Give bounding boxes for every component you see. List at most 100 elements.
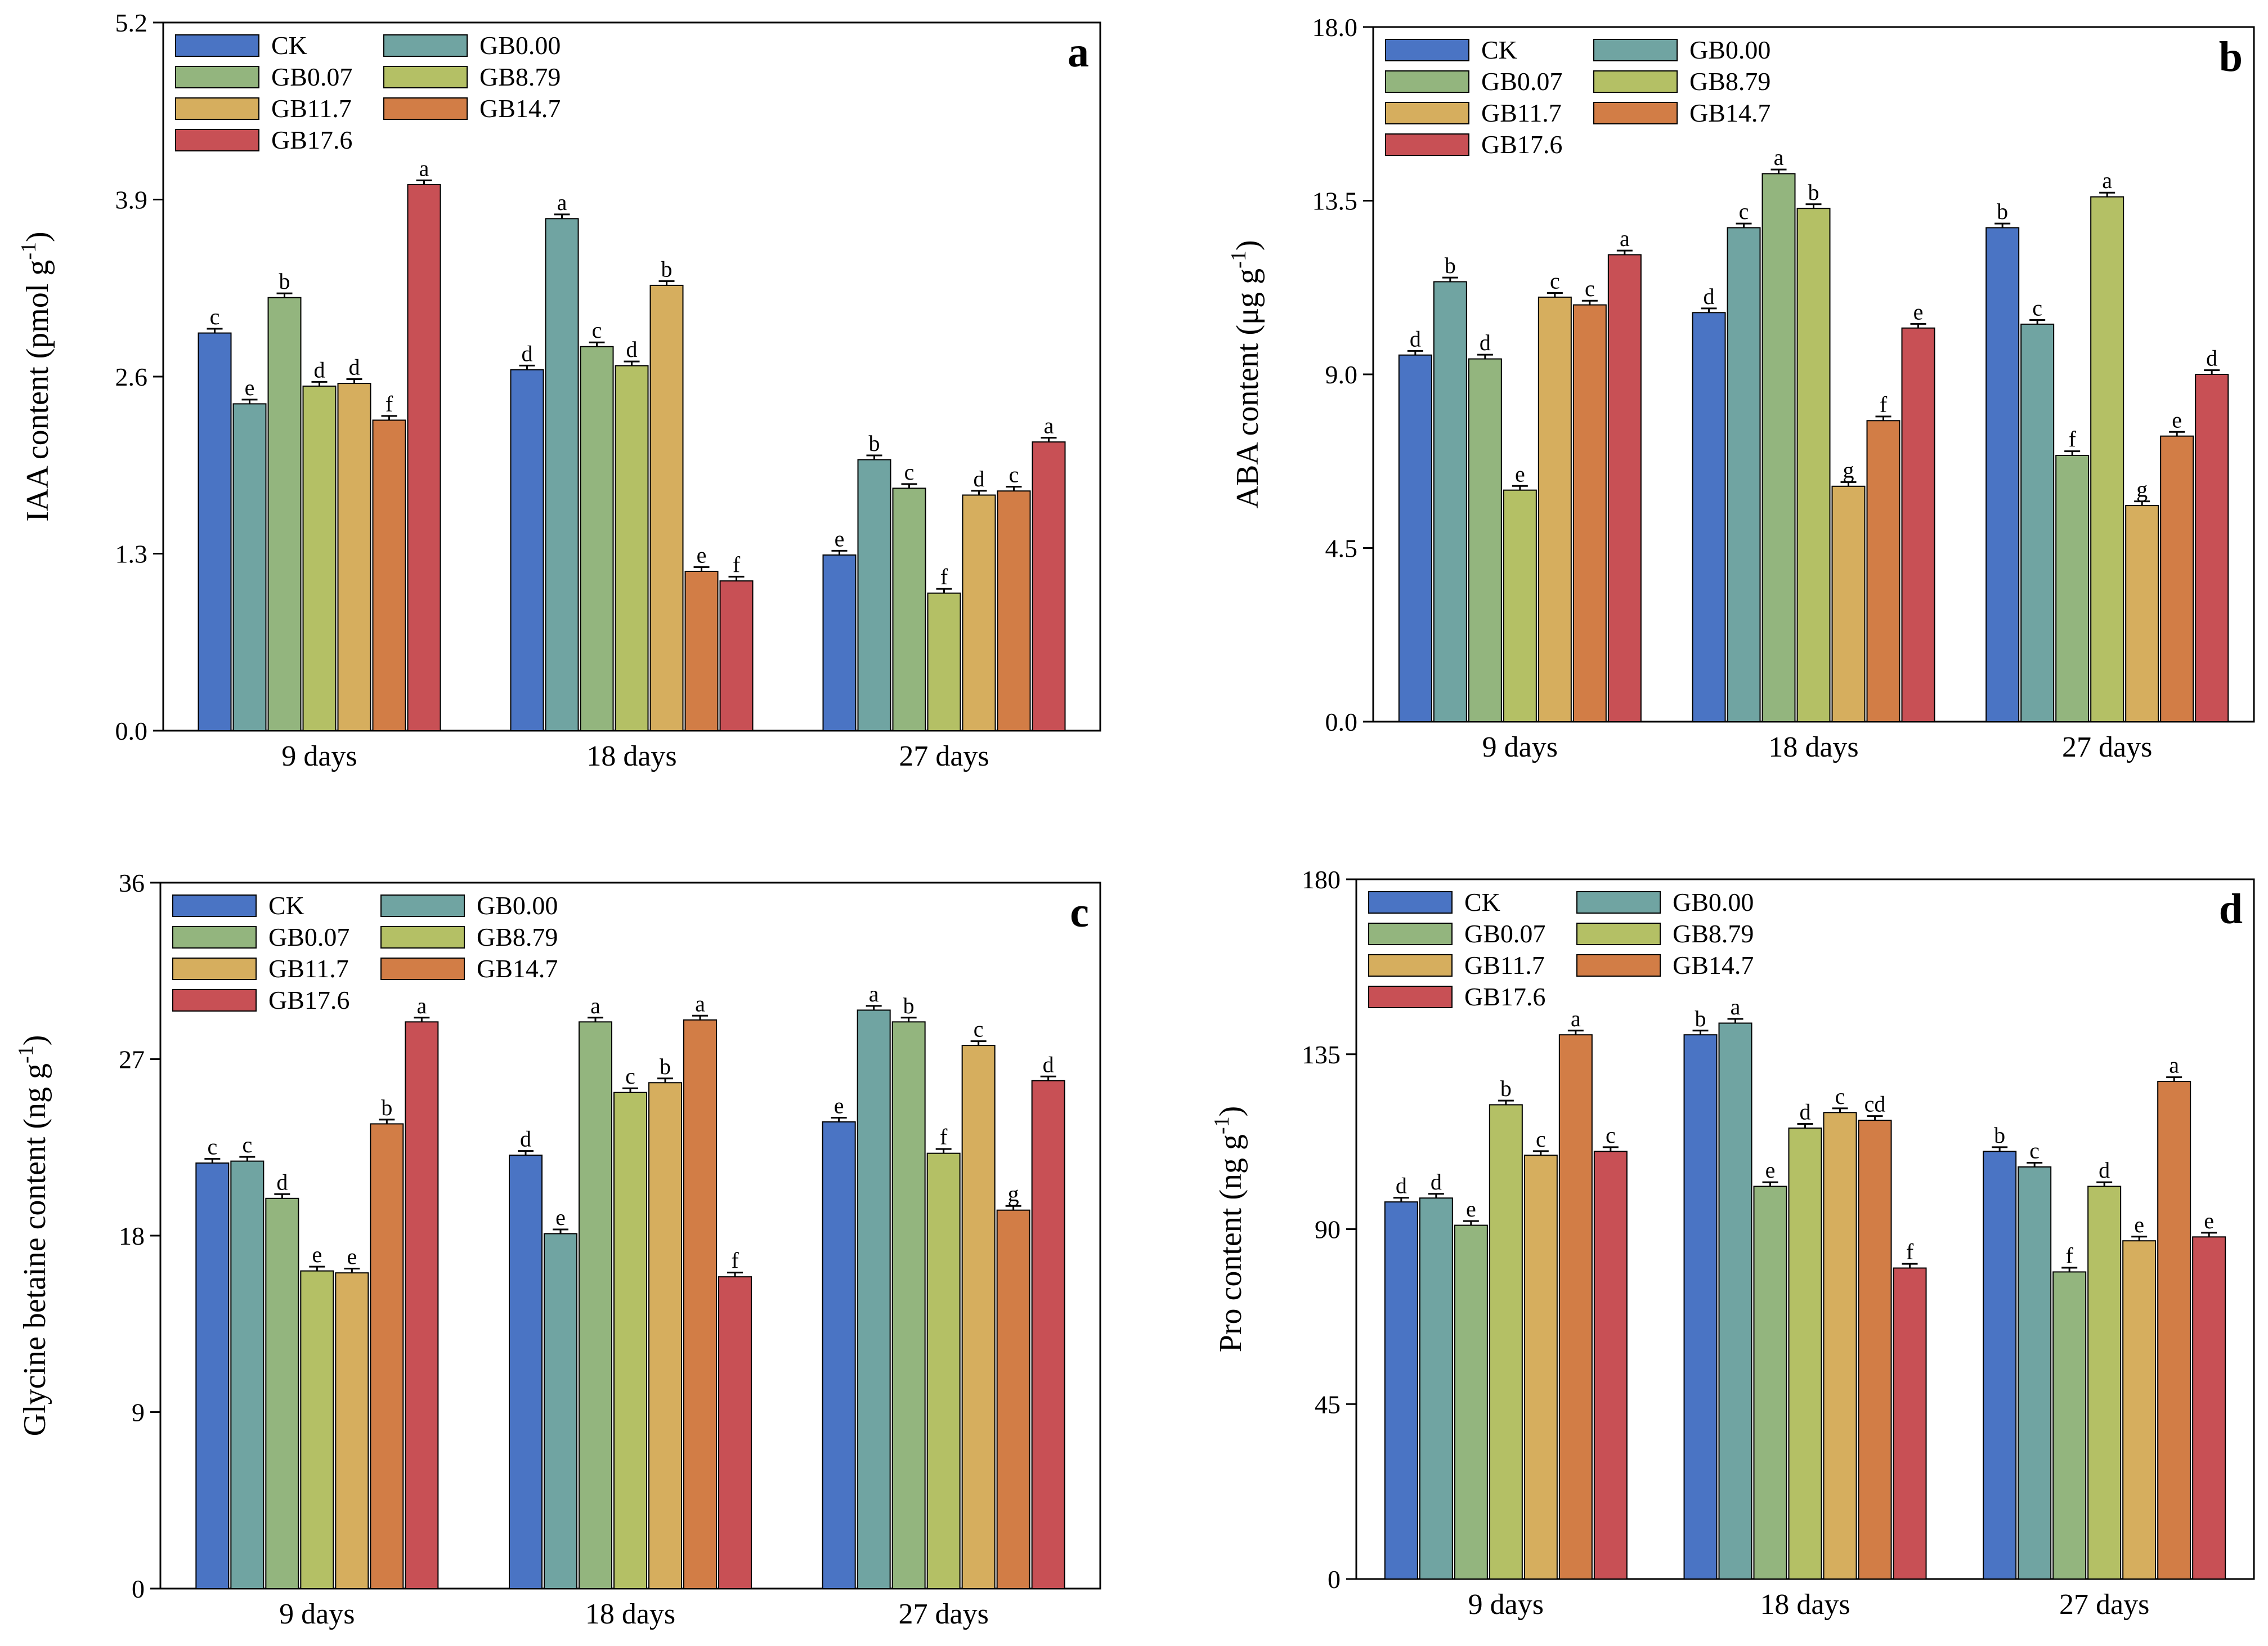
- y-tick-label: 90: [1315, 1215, 1341, 1244]
- bar-GB0.07: [1761, 173, 1796, 722]
- bar-GB14.7: [1858, 1120, 1892, 1580]
- bar-GB8.79: [300, 1270, 334, 1589]
- bar-GB8.79: [302, 385, 337, 731]
- significance-letter: a: [1620, 226, 1630, 251]
- legend-swatch-GB0.07: [1385, 70, 1469, 93]
- bar-GB0.07: [2055, 454, 2090, 722]
- legend-label: CK: [271, 31, 307, 60]
- bar-GB17.6: [1032, 441, 1066, 731]
- significance-letter: c: [242, 1132, 252, 1157]
- significance-letter: a: [695, 991, 705, 1016]
- bar-GB14.7: [1572, 304, 1607, 722]
- significance-letter: c: [1585, 276, 1595, 301]
- significance-letter: e: [2204, 1208, 2214, 1233]
- significance-letter: b: [1808, 180, 1819, 205]
- significance-letter: f: [940, 1124, 948, 1149]
- x-category-label: 27 days: [2059, 1589, 2149, 1621]
- significance-letter: b: [1445, 253, 1456, 278]
- significance-letter: d: [1800, 1099, 1811, 1124]
- significance-letter: e: [835, 526, 845, 551]
- y-tick-label: 0: [1328, 1565, 1341, 1594]
- significance-letter: f: [1880, 392, 1888, 417]
- significance-letter: e: [834, 1093, 844, 1118]
- significance-letter: c: [2029, 1138, 2040, 1164]
- bar-GB8.79: [1503, 489, 1537, 723]
- legend-label: GB8.79: [477, 923, 558, 951]
- significance-letter: b: [1997, 199, 2008, 224]
- legend-swatch-GB14.7: [1576, 954, 1661, 977]
- legend-swatch-CK: [172, 894, 257, 917]
- legend-swatch-CK: [175, 34, 259, 57]
- legend-swatch-GB8.79: [1593, 70, 1678, 93]
- x-category-label: 27 days: [899, 740, 989, 772]
- x-category-label: 9 days: [281, 740, 357, 772]
- significance-letter: d: [626, 337, 638, 362]
- bar-GB8.79: [2090, 196, 2124, 722]
- bar-GB11.7: [335, 1272, 369, 1589]
- legend-swatch-GB8.79: [383, 66, 468, 88]
- significance-letter: b: [279, 269, 290, 294]
- y-tick-label: 4.5: [1325, 534, 1358, 563]
- significance-letter: d: [314, 357, 325, 382]
- significance-letter: d: [276, 1169, 288, 1195]
- bar-GB0.07: [580, 346, 614, 731]
- y-tick-label: 0: [132, 1575, 145, 1603]
- panel-letter: d: [2219, 885, 2243, 933]
- significance-letter: e: [312, 1242, 322, 1267]
- y-tick-label: 5.2: [115, 8, 148, 37]
- significance-letter: e: [1515, 461, 1525, 486]
- y-tick-label: 180: [1302, 865, 1341, 894]
- significance-letter: c: [625, 1063, 635, 1089]
- legend-label: GB8.79: [1689, 67, 1771, 96]
- bar-CK: [1692, 312, 1726, 722]
- bar-GB14.7: [372, 419, 406, 731]
- significance-letter: f: [386, 391, 393, 417]
- bar-GB14.7: [1866, 420, 1901, 722]
- bar-CK: [822, 1121, 856, 1589]
- bar-GB17.6: [1901, 327, 1935, 722]
- significance-letter: d: [1043, 1052, 1054, 1077]
- significance-letter: c: [1550, 268, 1560, 293]
- y-tick-label: 1.3: [115, 540, 148, 569]
- significance-letter: a: [557, 190, 567, 215]
- bar-GB0.00: [1727, 227, 1761, 722]
- significance-letter: e: [1913, 299, 1924, 324]
- legend-label: GB11.7: [1464, 951, 1545, 979]
- bar-GB14.7: [370, 1123, 404, 1589]
- legend-swatch-GB0.00: [1576, 891, 1661, 914]
- bar-GB0.00: [2018, 1166, 2052, 1580]
- significance-letter: a: [1731, 994, 1741, 1019]
- legend-swatch-GB0.07: [1368, 923, 1453, 945]
- bar-GB0.07: [579, 1021, 612, 1589]
- significance-letter: c: [1009, 462, 1019, 487]
- significance-letter: d: [1704, 284, 1715, 309]
- bar-GB14.7: [2160, 435, 2194, 722]
- legend-label: GB0.07: [1481, 67, 1562, 96]
- significance-letter: b: [1695, 1006, 1706, 1031]
- legend-swatch-GB14.7: [1593, 102, 1678, 124]
- significance-letter: f: [2066, 1243, 2074, 1268]
- bar-GB0.00: [1433, 281, 1467, 722]
- significance-letter: d: [974, 466, 985, 491]
- bar-GB0.07: [1454, 1224, 1488, 1580]
- bar-GB17.6: [407, 184, 441, 731]
- significance-letter: a: [2102, 168, 2112, 193]
- significance-letter: f: [733, 552, 741, 577]
- bar-CK: [510, 369, 544, 731]
- bar-GB17.6: [1893, 1267, 1927, 1580]
- significance-letter: d: [1410, 326, 1421, 351]
- bar-GB8.79: [926, 1152, 961, 1589]
- y-tick-label: 36: [119, 869, 145, 897]
- significance-letter: f: [2069, 427, 2077, 452]
- legend-swatch-GB17.6: [175, 129, 259, 151]
- bar-GB8.79: [1796, 208, 1831, 722]
- y-tick-label: 9.0: [1325, 360, 1358, 389]
- y-axis-label: IAA content (pmol g-1): [17, 231, 55, 521]
- significance-letter: c: [592, 317, 602, 343]
- legend-swatch-GB17.6: [1368, 986, 1453, 1008]
- bar-GB17.6: [718, 1276, 752, 1589]
- bar-GB17.6: [719, 580, 754, 732]
- bar-CK: [1683, 1034, 1718, 1580]
- significance-letter: a: [869, 981, 879, 1007]
- bar-GB8.79: [615, 365, 649, 731]
